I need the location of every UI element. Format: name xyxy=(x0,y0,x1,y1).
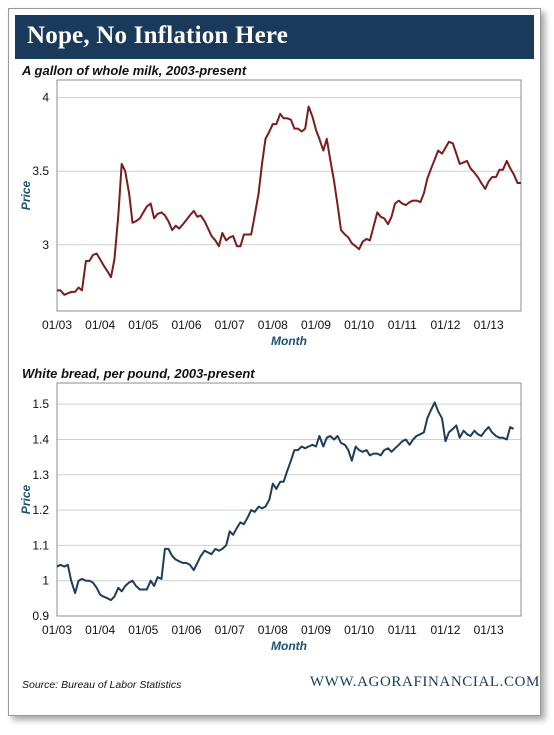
milk-x-tick-label: 01/05 xyxy=(128,318,158,332)
milk-plot-frame xyxy=(56,79,522,312)
milk-x-tick-label: 01/03 xyxy=(42,318,72,332)
bread-y-tick-label: 1.3 xyxy=(32,468,49,482)
source-note: Source: Bureau of Labor Statistics xyxy=(22,679,182,691)
bread-price-line xyxy=(56,401,515,602)
milk-chart-title: A gallon of whole milk, 2003-present xyxy=(22,63,247,78)
milk-x-tick-label: 01/04 xyxy=(85,318,115,332)
bread-x-axis-label: Month xyxy=(271,639,307,653)
bread-x-tick-label: 01/07 xyxy=(215,623,245,637)
bread-x-tick-label: 01/10 xyxy=(344,623,374,637)
milk-x-tick-label: 01/08 xyxy=(258,318,288,332)
bread-x-tick-label: 01/13 xyxy=(474,623,504,637)
milk-x-tick-label: 01/12 xyxy=(430,318,460,332)
bread-x-tick-label: 01/06 xyxy=(171,623,201,637)
bread-y-tick-label: 0.9 xyxy=(32,609,49,623)
milk-x-tick-label: 01/10 xyxy=(344,318,374,332)
milk-y-tick-label: 3 xyxy=(42,238,49,252)
bread-x-tick-label: 01/08 xyxy=(258,623,288,637)
bread-x-tick-label: 01/03 xyxy=(42,623,72,637)
milk-y-tick-label: 3.5 xyxy=(32,164,49,178)
bread-plot-frame xyxy=(56,382,522,617)
milk-chart: 3 3.5 4 01/03 01/04 01/05 01/06 01/07 01/08 01/09… xyxy=(19,79,522,348)
website-link[interactable]: WWW.AGORAFINANCIAL.COM xyxy=(309,674,540,690)
milk-price-line xyxy=(57,105,521,296)
milk-x-tick-label: 01/06 xyxy=(171,318,201,332)
bread-x-tick-label: 01/05 xyxy=(128,623,158,637)
bread-y-axis-label: Price xyxy=(19,484,33,514)
page-title: Nope, No Inflation Here xyxy=(27,22,289,49)
title-banner: Nope, No Inflation Here xyxy=(15,15,534,59)
milk-x-tick-label: 01/13 xyxy=(474,318,504,332)
bread-x-tick-label: 01/11 xyxy=(388,623,417,637)
bread-x-tick-label: 01/09 xyxy=(301,623,331,637)
bread-chart-title: White bread, per pound, 2003-present xyxy=(22,366,255,381)
infographic-card: Nope, No Inflation Here xyxy=(8,8,541,716)
milk-x-tick-label: 01/11 xyxy=(388,318,417,332)
bread-x-tick-label: 01/12 xyxy=(430,623,460,637)
bread-y-tick-label: 1 xyxy=(42,574,49,588)
milk-x-tick-label: 01/09 xyxy=(301,318,331,332)
bread-chart: 0.9 1 1.1 1.2 1.3 1.4 1.5 01/03 01/04 01/05 01/06 0… xyxy=(19,382,522,653)
bread-x-tick-label: 01/04 xyxy=(85,623,115,637)
bread-y-tick-label: 1.5 xyxy=(32,397,49,411)
bread-y-tick-label: 1.2 xyxy=(32,503,49,517)
milk-y-tick-label: 4 xyxy=(42,91,49,105)
bread-y-tick-label: 1.4 xyxy=(32,432,49,446)
milk-x-axis-label: Month xyxy=(271,334,307,348)
milk-y-axis-label: Price xyxy=(19,180,33,210)
bread-y-tick-label: 1.1 xyxy=(32,538,49,552)
milk-x-tick-label: 01/07 xyxy=(215,318,245,332)
